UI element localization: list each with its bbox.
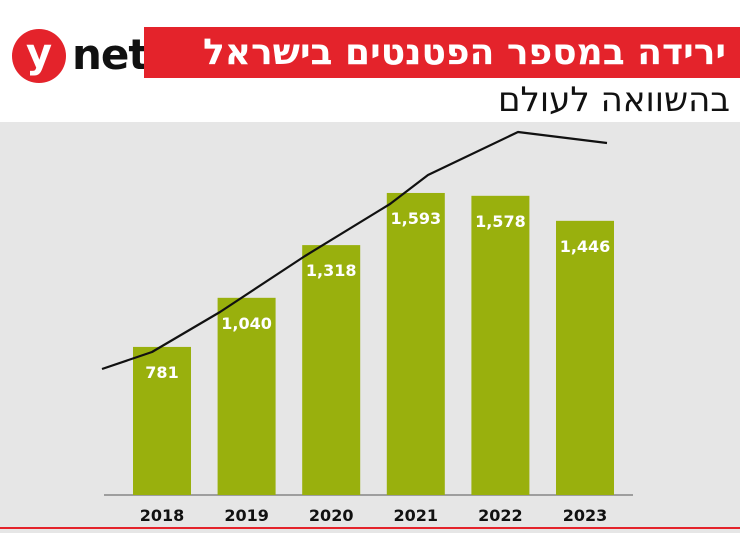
x-tick-2020: 2020 — [309, 506, 354, 525]
data-label-2022: 1,578 — [475, 212, 526, 231]
x-tick-2022: 2022 — [478, 506, 523, 525]
data-label-2019: 1,040 — [221, 314, 272, 333]
chart-area: 781 2018 1,040 2019 1,318 2020 1,593 2021 1,578 2… — [0, 122, 740, 533]
bar-2022 — [471, 195, 530, 495]
bar-2018 — [133, 346, 191, 495]
chart-title: ירידה במספר הפטנטים בישראל — [202, 32, 726, 73]
bar-2020 — [302, 245, 361, 495]
logo-word: net — [72, 30, 148, 79]
data-label-2021: 1,593 — [390, 209, 441, 228]
data-label-2020: 1,318 — [306, 261, 357, 280]
data-label-2023: 1,446 — [560, 237, 611, 256]
ynet-logo: y net — [12, 29, 148, 83]
world-trend-line — [101, 130, 608, 371]
bar-2019 — [217, 297, 276, 495]
bar-chart: 781 2018 1,040 2019 1,318 2020 1,593 2021 1,578 2… — [101, 130, 633, 525]
bar-2023 — [556, 220, 614, 495]
logo-circle: y — [12, 29, 66, 83]
data-label-2018: 781 — [145, 363, 178, 382]
bottom-rule — [0, 527, 740, 529]
chart-subtitle: בהשוואה לעולם — [498, 80, 730, 120]
title-banner: ירידה במספר הפטנטים בישראל — [144, 27, 740, 78]
x-tick-2019: 2019 — [224, 506, 269, 525]
bar-2021 — [386, 192, 445, 495]
x-tick-2021: 2021 — [394, 506, 439, 525]
x-tick-2023: 2023 — [563, 506, 608, 525]
x-tick-2018: 2018 — [140, 506, 185, 525]
